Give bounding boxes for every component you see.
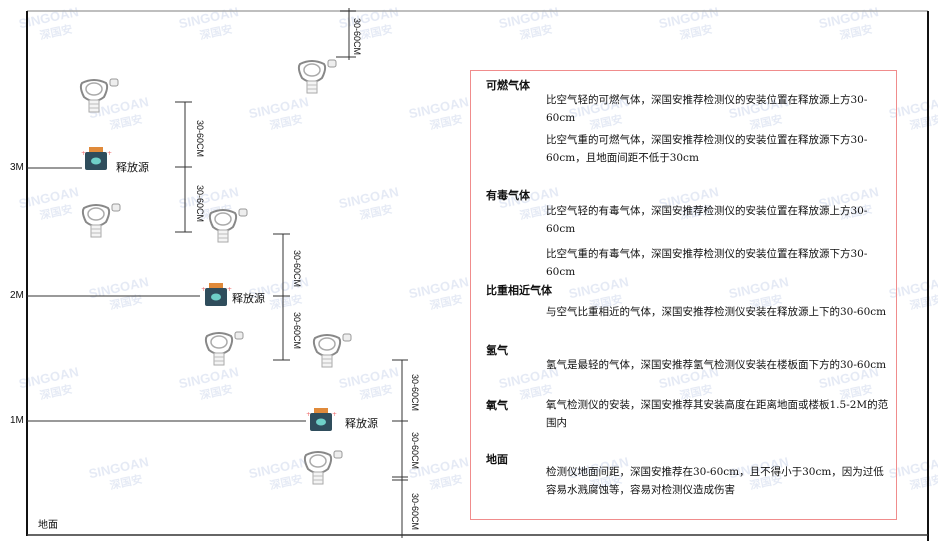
source-label: 释放源 xyxy=(345,417,378,430)
section-heading: 氧气 xyxy=(486,399,508,412)
level-label-2m: 2M xyxy=(10,290,24,301)
svg-text:+: + xyxy=(201,286,206,293)
gas-detector-icon xyxy=(302,447,346,491)
gas-detector-icon xyxy=(78,75,122,119)
section-heading: 比重相近气体 xyxy=(486,284,552,297)
dimension-label: 30-60CM xyxy=(410,432,420,470)
section-heading: 可燃气体 xyxy=(486,79,530,92)
dimension-label: 30-60CM xyxy=(292,312,302,350)
gas-detector-icon xyxy=(296,56,340,100)
gas-installation-guide-panel: 可燃气体 比空气轻的可燃气体，深国安推荐检测仪的安装位置在释放源上方30-60c… xyxy=(470,70,897,520)
section-text: 与空气比重相近的气体，深国安推荐检测仪安装在释放源上下的30-60cm xyxy=(546,306,887,318)
release-source-icon: + + xyxy=(200,282,232,312)
gas-detector-icon xyxy=(203,328,247,372)
dimension-label: 30-60CM xyxy=(195,120,205,158)
dimension-label: 30-60CM xyxy=(292,250,302,288)
level-label-1m: 1M xyxy=(10,415,24,426)
gas-detector-icon xyxy=(80,200,124,244)
section-text: 比空气轻的有毒气体，深国安推荐检测仪的安装位置在释放源上方30-60cm xyxy=(546,205,868,235)
release-source-icon: + + xyxy=(80,146,112,176)
dimension-label: 30-60CM xyxy=(410,493,420,531)
section-text: 比空气轻的可燃气体，深国安推荐检测仪的安装位置在释放源上方30-60cm xyxy=(546,94,868,124)
release-source-icon: + + xyxy=(305,407,337,437)
svg-text:+: + xyxy=(306,411,311,418)
dimension-label: 30-60CM xyxy=(352,18,362,56)
section-heading: 有毒气体 xyxy=(486,189,530,202)
section-text: 氧气检测仪的安装，深国安推荐其安装高度在距离地面或楼板1.5-2M的范围内 xyxy=(546,399,889,429)
svg-text:+: + xyxy=(81,150,86,157)
section-text: 氢气是最轻的气体，深国安推荐氢气检测仪安装在楼板面下方的30-60cm xyxy=(546,359,887,371)
section-text: 比空气重的有毒气体，深国安推荐检测仪的安装位置在释放源下方30-60cm xyxy=(546,248,868,278)
floor-label: 地面 xyxy=(38,520,58,531)
dimension-label: 30-60CM xyxy=(410,374,420,412)
svg-text:+: + xyxy=(107,150,112,157)
dimension-lines xyxy=(175,8,408,538)
gas-detector-icon xyxy=(207,205,251,249)
dimension-label: 30-60CM xyxy=(195,185,205,223)
level-label-3m: 3M xyxy=(10,162,24,173)
section-heading: 氢气 xyxy=(486,344,508,357)
svg-text:+: + xyxy=(227,286,232,293)
section-heading: 地面 xyxy=(486,453,508,466)
section-text: 比空气重的可燃气体，深国安推荐检测仪的安装位置在释放源下方30-60cm，且地面… xyxy=(546,134,868,164)
svg-text:+: + xyxy=(332,411,337,418)
gas-detector-icon xyxy=(311,330,355,374)
section-text: 检测仪地面间距，深国安推荐在30-60cm，且不得小于30cm，因为过低容易水溅… xyxy=(546,466,884,496)
source-label: 释放源 xyxy=(232,292,265,305)
source-label: 释放源 xyxy=(116,161,149,174)
